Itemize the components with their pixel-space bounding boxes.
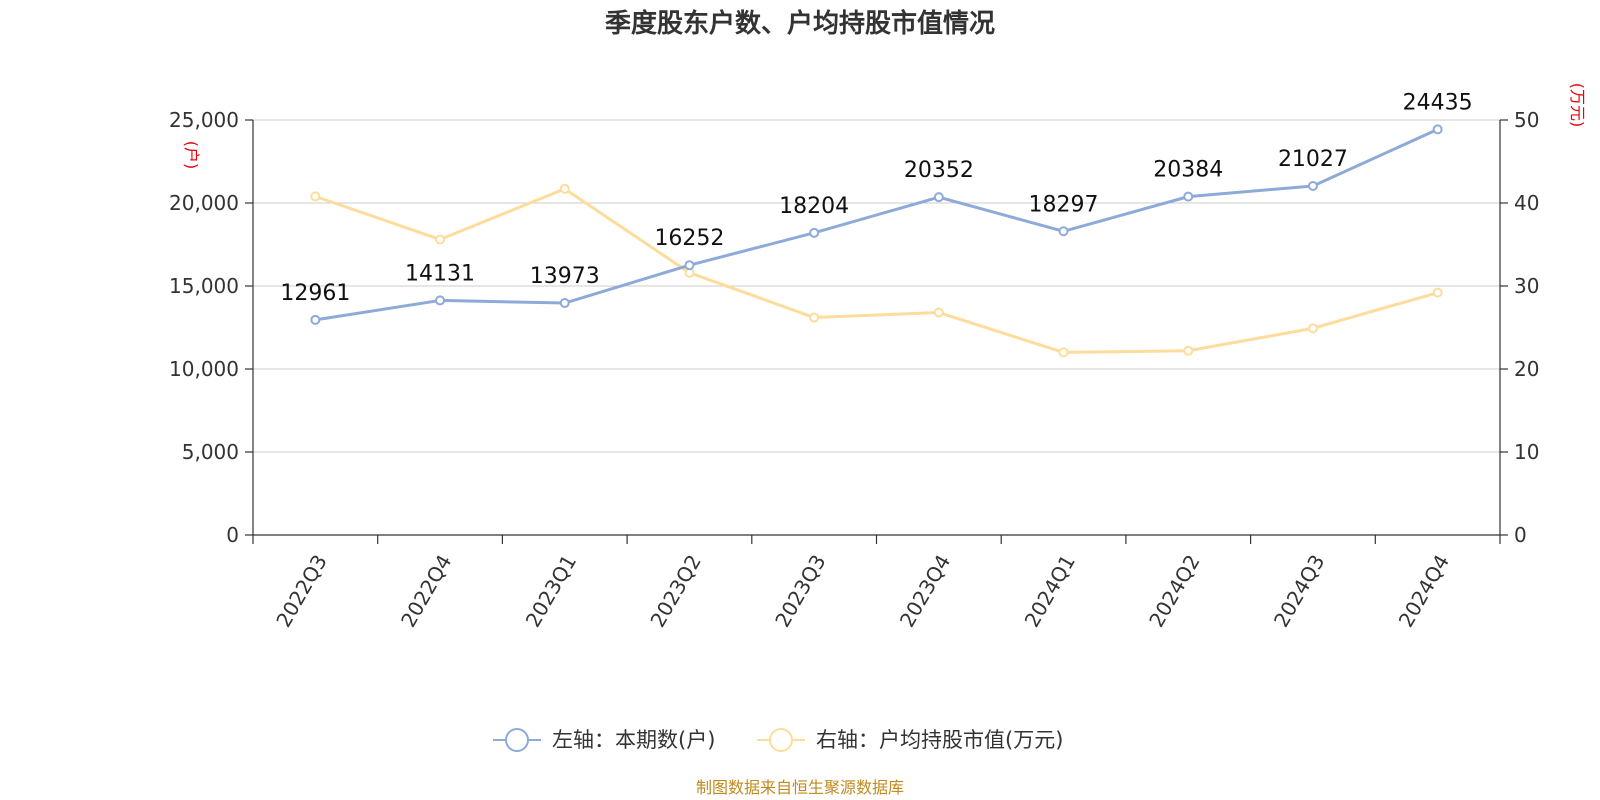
data-point[interactable] [310,191,321,202]
data-point[interactable] [809,312,820,323]
data-point[interactable] [1183,191,1194,202]
x-tick-label: 2022Q4 [396,551,456,632]
x-axis-ticks: 2022Q3 2022Q4 2023Q1 2023Q2 2023Q3 2023Q4 2024… [252,535,1501,632]
legend[interactable]: 左轴：本期数(户) 右轴：户均持股市值(万元) [493,728,1063,752]
legend-item-left-series[interactable]: 左轴：本期数(户) [493,728,715,752]
right-tick-label: 10 [1514,440,1539,464]
data-point[interactable] [435,234,446,245]
data-label: 12961 [280,281,350,306]
x-tick-label: 2024Q4 [1394,551,1454,632]
left-tick-label: 5,000 [182,440,239,464]
left-axis-ticks: 0 5,000 10,000 15,000 20,000 25,000 [169,108,253,547]
data-label: 13973 [530,264,600,289]
data-point[interactable] [809,227,820,238]
left-tick-label: 15,000 [169,274,239,298]
series-line-0 [315,128,1439,322]
x-tick-label: 2024Q2 [1144,551,1204,632]
legend-label-left: 左轴：本期数(户) [552,728,715,752]
legend-label-right: 右轴：户均持股市值(万元) [816,728,1063,752]
data-label: 20384 [1153,158,1223,183]
source-note: 制图数据来自恒生聚源数据库 [696,778,904,797]
left-tick-label: 0 [226,523,239,547]
legend-marker-icon [505,728,529,752]
x-tick-label: 2022Q3 [271,551,331,632]
right-tick-label: 30 [1514,274,1539,298]
left-axis-unit: (户) [182,141,201,170]
data-point[interactable] [1183,345,1194,356]
data-point[interactable] [435,295,446,306]
left-tick-label: 20,000 [169,191,239,215]
x-tick-label: 2023Q2 [645,551,705,632]
data-point[interactable] [559,298,570,309]
x-tick-label: 2023Q3 [770,551,830,632]
x-tick-label: 2023Q1 [521,551,581,632]
legend-item-right-series[interactable]: 右轴：户均持股市值(万元) [757,728,1063,752]
data-label: 18297 [1029,192,1099,217]
grid-lines [253,119,1500,453]
x-tick-label: 2024Q3 [1269,551,1329,632]
right-axis-unit: (万元) [1568,83,1587,128]
data-label: 20352 [904,158,974,183]
x-tick-label: 2023Q4 [895,551,955,632]
data-point[interactable] [1432,287,1443,298]
right-tick-label: 50 [1514,108,1539,132]
legend-marker-icon [769,728,793,752]
right-axis-ticks: 0 10 20 30 40 50 [1500,108,1539,547]
data-label: 16252 [654,226,724,251]
x-tick-label: 2024Q1 [1020,551,1080,632]
data-point[interactable] [1058,347,1069,358]
series-line-1 [314,187,1439,354]
series-group: 12961 14131 13973 16252 18204 20352 18297 20384… [280,90,1473,358]
left-tick-label: 10,000 [169,357,239,381]
data-point[interactable] [1432,124,1443,135]
data-point[interactable] [933,307,944,318]
data-point[interactable] [1307,323,1318,334]
data-point[interactable] [933,192,944,203]
data-label: 24435 [1403,90,1473,115]
chart-title: 季度股东户数、户均持股市值情况 [605,8,995,39]
right-tick-label: 40 [1514,191,1539,215]
data-label: 18204 [779,194,849,219]
left-tick-label: 25,000 [169,108,239,132]
data-point[interactable] [310,314,321,325]
data-point[interactable] [684,260,695,271]
data-label: 14131 [405,261,475,286]
right-tick-label: 20 [1514,357,1539,381]
data-point[interactable] [1058,226,1069,237]
data-point[interactable] [559,183,570,194]
data-point[interactable] [1307,180,1318,191]
right-tick-label: 0 [1514,523,1527,547]
data-label: 21027 [1278,147,1348,172]
